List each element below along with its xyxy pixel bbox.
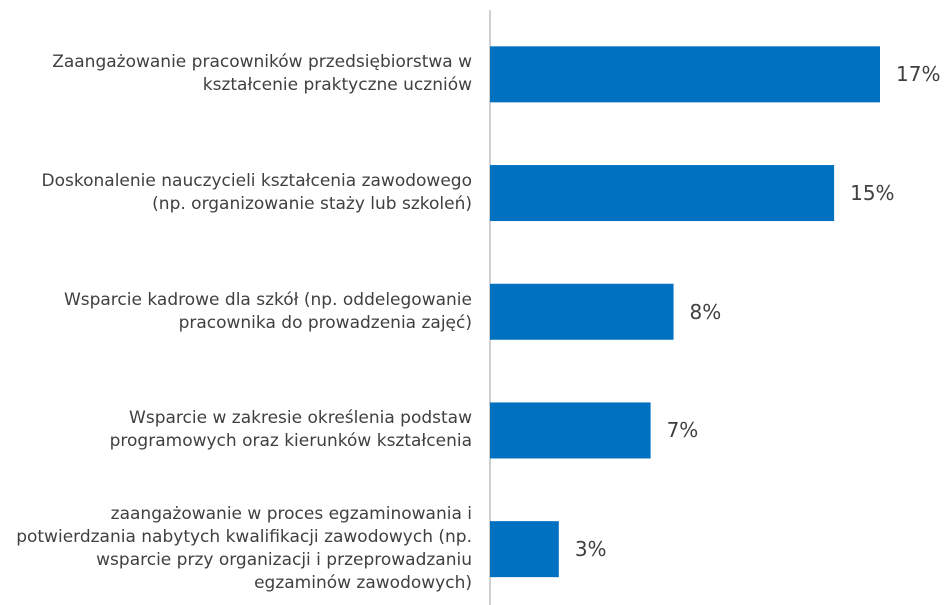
value-label: 3% bbox=[574, 537, 607, 562]
bar bbox=[490, 46, 880, 103]
category-text: Zaangażowanie pracowników przedsiębiorst… bbox=[52, 52, 472, 96]
category-text: zaangażowanie w proces egzaminowania i p… bbox=[16, 504, 472, 594]
category-label: zaangażowanie w proces egzaminowania i p… bbox=[0, 503, 472, 595]
bar bbox=[490, 283, 674, 340]
bar bbox=[490, 402, 651, 459]
category-text: Wsparcie kadrowe dla szkół (np. oddelego… bbox=[63, 289, 472, 333]
bar bbox=[490, 521, 559, 578]
category-text: Wsparcie w zakresie określenia podstaw p… bbox=[109, 408, 472, 452]
category-label: Zaangażowanie pracowników przedsiębiorst… bbox=[0, 51, 472, 97]
category-label: Doskonalenie nauczycieli kształcenia zaw… bbox=[0, 170, 472, 216]
value-label: 17% bbox=[896, 62, 941, 87]
value-label: 8% bbox=[689, 299, 722, 324]
value-label: 15% bbox=[850, 181, 895, 206]
category-text: Doskonalenie nauczycieli kształcenia zaw… bbox=[41, 171, 472, 215]
category-label: Wsparcie kadrowe dla szkół (np. oddelego… bbox=[0, 289, 472, 335]
category-label: Wsparcie w zakresie określenia podstaw p… bbox=[0, 407, 472, 453]
bar bbox=[490, 165, 835, 222]
value-label: 7% bbox=[666, 418, 699, 443]
